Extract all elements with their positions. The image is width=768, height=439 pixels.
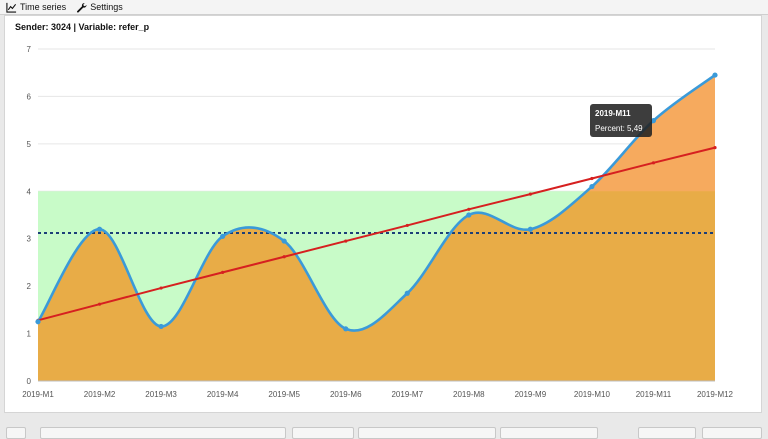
- y-tick-label: 6: [27, 92, 32, 101]
- series-point[interactable]: [343, 326, 349, 332]
- trend-point: [159, 286, 163, 290]
- trend-point: [713, 146, 717, 150]
- tab-time-series-label: Time series: [20, 2, 67, 12]
- bottom-control[interactable]: [702, 427, 762, 439]
- line-chart-icon: [6, 2, 17, 13]
- series-point[interactable]: [712, 72, 718, 78]
- trend-point: [467, 207, 471, 211]
- trend-point: [528, 192, 532, 196]
- time-series-chart[interactable]: 0 1 2 3 4 5 6 7 2019-M1 2019-M2 2019-M3 2019-M4 201…: [5, 16, 761, 412]
- series-point[interactable]: [158, 323, 164, 330]
- y-tick-label: 3: [27, 235, 32, 244]
- trend-point: [405, 223, 409, 228]
- x-tick-label: 2019-M8: [453, 390, 485, 399]
- series-point[interactable]: [650, 118, 657, 124]
- series-point[interactable]: [466, 212, 472, 218]
- bottom-control[interactable]: [638, 427, 696, 439]
- trend-point: [282, 255, 286, 259]
- tab-settings-label: Settings: [90, 2, 123, 12]
- panel-header: Sender: 3024 | Variable: refer_p: [15, 22, 150, 32]
- x-tick-label: 2019-M7: [391, 390, 423, 399]
- series-point[interactable]: [589, 183, 595, 190]
- series-point[interactable]: [527, 226, 533, 232]
- tooltip-box: [590, 104, 652, 137]
- tab-settings[interactable]: Settings: [70, 0, 127, 14]
- series-point[interactable]: [404, 290, 410, 296]
- x-tick-label: 2019-M3: [145, 390, 177, 399]
- bottom-control[interactable]: [292, 427, 354, 439]
- trend-point: [651, 161, 656, 165]
- y-tick-label: 4: [27, 187, 32, 196]
- tooltip-title: 2019-M11: [595, 109, 631, 118]
- x-tick-label: 2019-M10: [574, 390, 611, 399]
- tooltip: 2019-M11 Percent: 5,49: [590, 104, 652, 137]
- x-tick-label: 2019-M6: [330, 390, 362, 399]
- series-point[interactable]: [281, 238, 287, 244]
- bottom-control[interactable]: [6, 427, 26, 439]
- trend-line: [37, 146, 716, 322]
- y-tick-label: 0: [27, 377, 32, 386]
- series-point[interactable]: [220, 233, 226, 239]
- chart-panel: 0 1 2 3 4 5 6 7 2019-M1 2019-M2 2019-M3 2019-M4 201…: [4, 15, 762, 413]
- bottom-control[interactable]: [358, 427, 496, 439]
- bottom-control[interactable]: [500, 427, 598, 439]
- trend-point: [344, 239, 348, 243]
- series-point[interactable]: [96, 226, 103, 232]
- trend-point: [97, 302, 102, 306]
- x-tick-label: 2019-M9: [515, 390, 547, 399]
- series-area-fill: [38, 75, 715, 382]
- tooltip-text: Percent: 5,49: [595, 124, 643, 133]
- wrench-icon: [77, 2, 87, 13]
- x-tick-label: 2019-M11: [636, 390, 672, 399]
- x-tick-label: 2019-M12: [697, 390, 734, 399]
- x-tick-label: 2019-M1: [22, 390, 54, 399]
- bottom-control[interactable]: [40, 427, 286, 439]
- y-tick-label: 5: [27, 140, 32, 149]
- x-tick-label: 2019-M2: [84, 390, 116, 399]
- x-tick-label: 2019-M5: [268, 390, 300, 399]
- y-tick-label: 2: [27, 282, 32, 291]
- y-tick-label: 7: [27, 45, 32, 54]
- tab-bar: Time series Settings: [0, 0, 768, 15]
- trend-point: [590, 176, 594, 181]
- y-tick-label: 1: [27, 330, 32, 339]
- series-point[interactable]: [35, 319, 41, 325]
- x-tick-label: 2019-M4: [207, 390, 239, 399]
- trend-point: [221, 270, 225, 274]
- bottom-toolbar: [0, 414, 768, 439]
- tab-time-series[interactable]: Time series: [0, 0, 70, 14]
